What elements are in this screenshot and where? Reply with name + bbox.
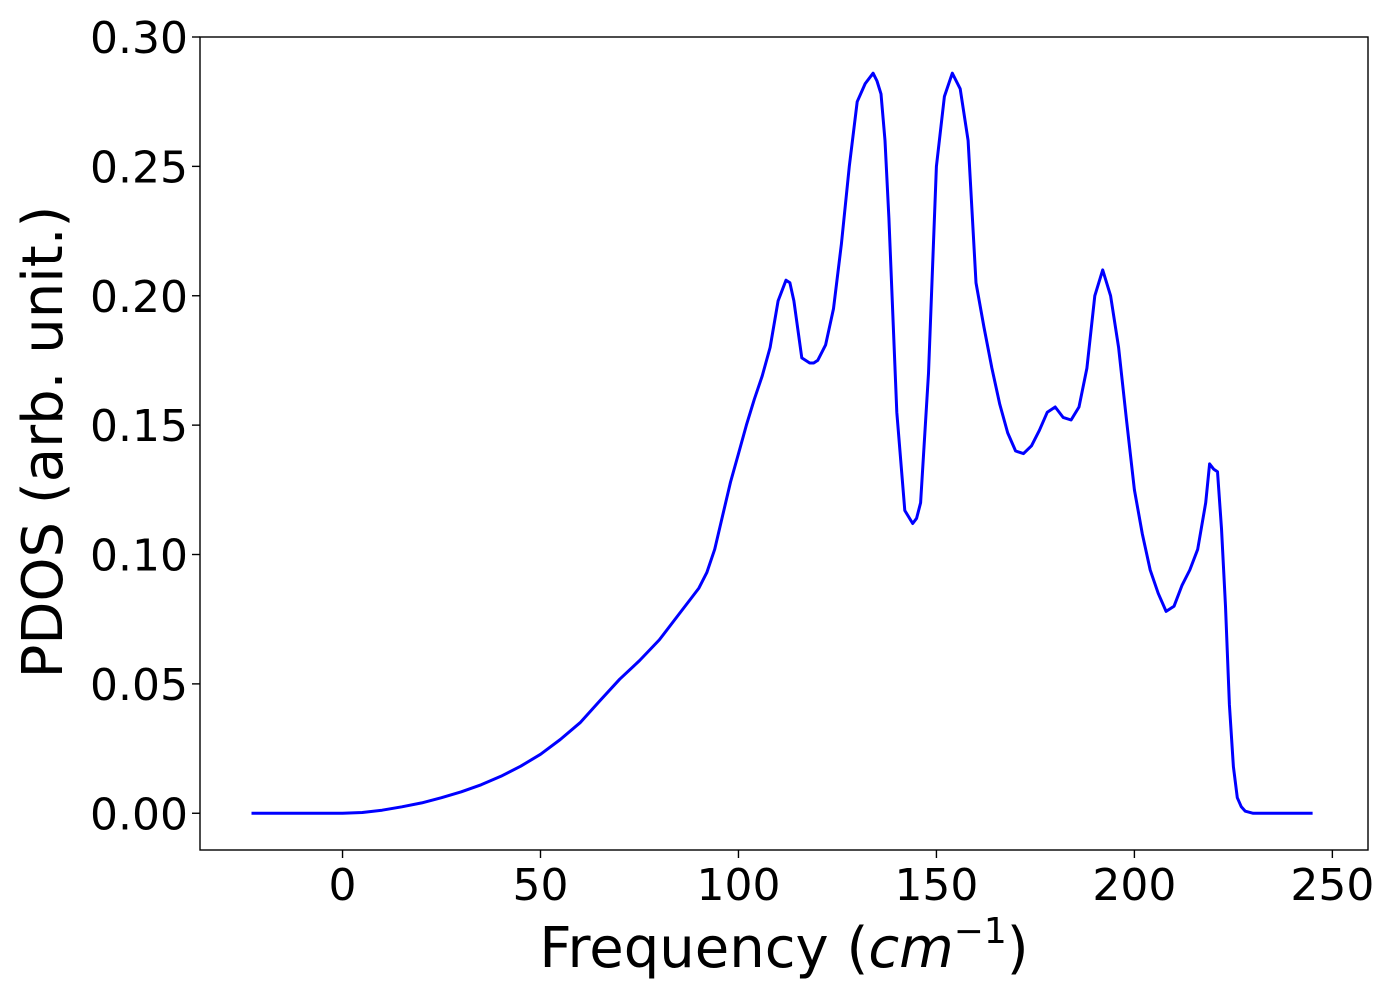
plot-frame [199, 36, 1369, 851]
x-axis-label-exponent: −1 [954, 911, 1007, 952]
x-tick-label: 200 [1092, 860, 1176, 911]
pdos-line [251, 71, 1313, 815]
x-tick-label: 100 [696, 860, 780, 911]
y-tick-label: 0.00 [90, 789, 188, 840]
y-axis-label: PDOS (arb. unit.) [11, 206, 76, 679]
x-axis-label: Frequency (cm−1) [539, 911, 1028, 981]
y-tick-label: 0.30 [90, 13, 188, 64]
y-tick-label: 0.20 [90, 272, 188, 323]
x-tick-label: 150 [894, 860, 978, 911]
x-axis-label-unit: cm [868, 916, 953, 981]
x-axis-label-close: ) [1007, 916, 1029, 981]
x-axis-label-text: Frequency ( [539, 916, 868, 981]
y-tick-label: 0.05 [90, 660, 188, 711]
axis-ticks: 0 50 100 150 200 250 0.00 0.05 0.10 0.15 0.20 0.25 0… [90, 13, 1374, 911]
x-tick-label: 0 [329, 860, 357, 911]
y-tick-label: 0.15 [90, 401, 188, 452]
x-tick-label: 50 [513, 860, 569, 911]
x-tick-label: 250 [1290, 860, 1374, 911]
y-tick-label: 0.25 [90, 142, 188, 193]
y-tick-label: 0.10 [90, 531, 188, 582]
